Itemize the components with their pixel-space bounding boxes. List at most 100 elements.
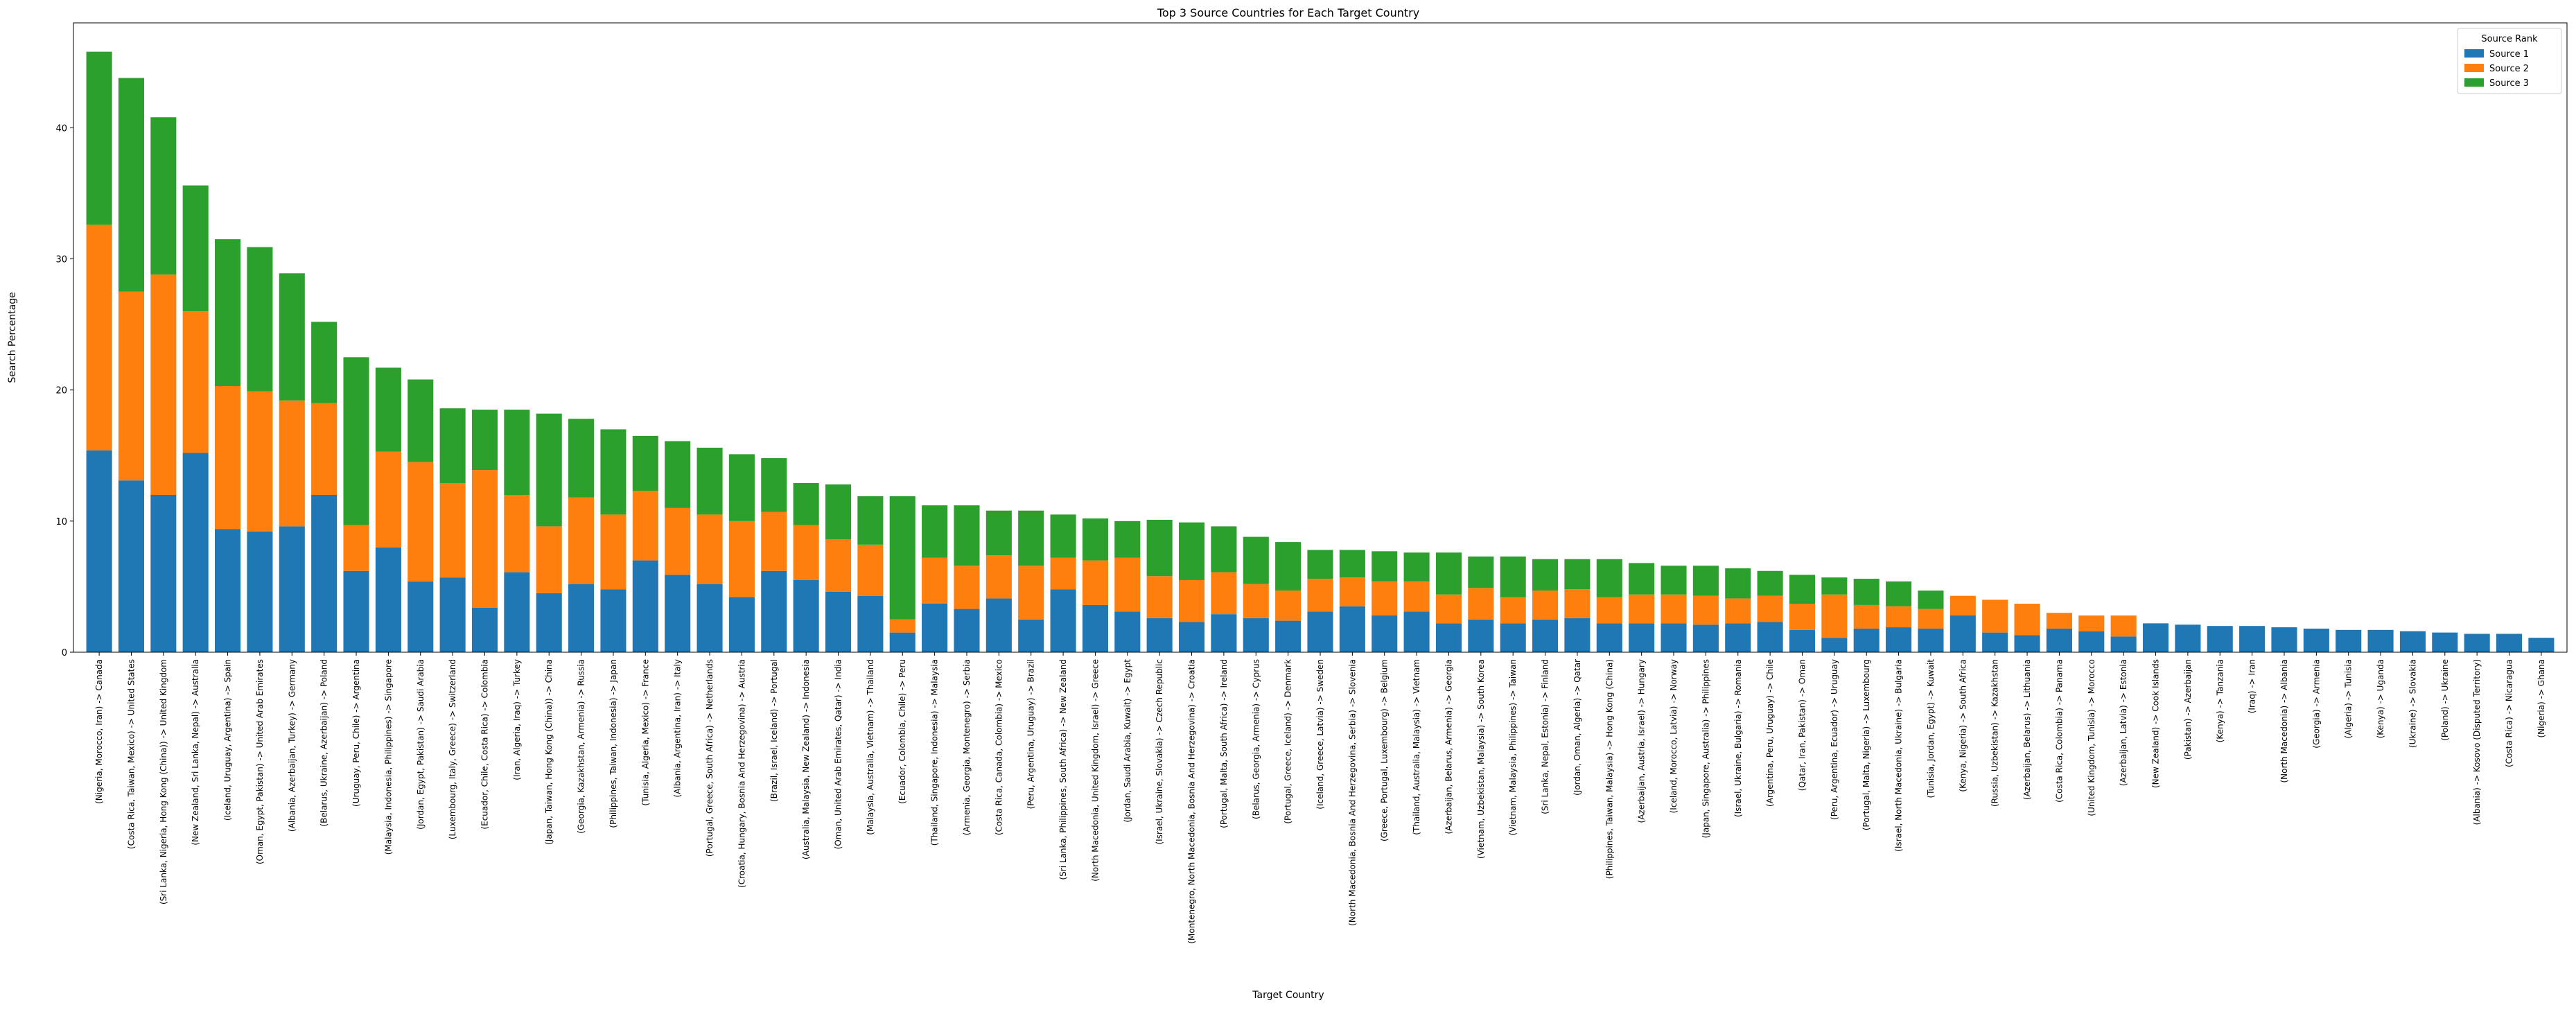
x-tick-label: (Philippines, Taiwan, Malaysia) -> Hong … <box>1604 659 1614 879</box>
bar-segment-source-1 <box>2239 626 2266 652</box>
x-tick-label: (Tunisia, Algeria, Mexico) -> France <box>640 659 650 806</box>
x-tick-label: (North Macedonia, Bosnia And Herzegovina… <box>1347 659 1357 926</box>
x-tick-label: (Israel, Ukraine, Slovakia) -> Czech Rep… <box>1155 659 1164 845</box>
bar-segment-source-3 <box>1018 510 1044 566</box>
bar-segment-source-1 <box>1211 614 1237 652</box>
bar-segment-source-1 <box>793 579 819 652</box>
x-tick-label: (United Kingdom, Tunisia) -> Morocco <box>2087 659 2096 816</box>
x-tick-label: (Vietnam, Uzbekistan, Malaysia) -> South… <box>1476 659 1486 859</box>
bar-segment-source-1 <box>2336 629 2362 652</box>
bar-segment-source-2 <box>1500 597 1526 624</box>
y-axis-label: Search Percentage <box>7 292 18 383</box>
bar-segment-source-2 <box>2110 615 2137 637</box>
bar-segment-source-3 <box>1403 552 1430 582</box>
bar-segment-source-1 <box>1564 618 1591 652</box>
bar-segment-source-2 <box>1243 584 1269 618</box>
bar-segment-source-3 <box>1692 566 1719 596</box>
x-tick-label: (North Macedonia, United Kingdom, Israel… <box>1090 659 1100 882</box>
x-tick-label: (Iran, Algeria, Iraq) -> Turkey <box>512 659 522 780</box>
bar-segment-source-2 <box>889 619 915 633</box>
bar-segment-source-1 <box>1629 623 1655 652</box>
bar-segment-source-1 <box>1949 615 1976 652</box>
bar-segment-source-3 <box>1307 550 1333 579</box>
bar-segment-source-1 <box>985 598 1012 652</box>
x-tick-label: (Argentina, Peru, Uruguay) -> Chile <box>1765 659 1775 807</box>
x-tick-label: (Kenya) -> Uganda <box>2376 659 2385 738</box>
bar-segment-source-2 <box>1629 594 1655 624</box>
bar-segment-source-2 <box>1918 609 1944 629</box>
bar-segment-source-3 <box>632 435 658 491</box>
x-tick-label: (Portugal, Malta, South Africa) -> Irela… <box>1219 659 1229 828</box>
bar-segment-source-2 <box>1789 604 1816 630</box>
bar-segment-source-1 <box>1243 618 1269 652</box>
bar-segment-source-3 <box>439 408 466 483</box>
legend-swatch-source-3 <box>2464 78 2484 87</box>
bar-segment-source-2 <box>1821 594 1848 638</box>
bar-segment-source-1 <box>408 581 434 652</box>
bar-segment-source-2 <box>954 566 980 609</box>
x-tick-label: (Ukraine) -> Slovakia <box>2408 659 2417 748</box>
x-tick-label: (Algeria) -> Tunisia <box>2344 659 2354 739</box>
bar-segment-source-1 <box>2303 628 2329 652</box>
bar-segment-source-3 <box>1532 559 1559 591</box>
bar-segment-source-1 <box>696 584 723 652</box>
bar-segment-source-1 <box>247 531 273 652</box>
bar-segment-source-3 <box>1339 550 1365 578</box>
bar-segment-source-1 <box>439 577 466 652</box>
x-tick-label: (Peru, Argentina, Ecuador) -> Uruguay <box>1830 659 1839 820</box>
bar-segment-source-3 <box>761 458 787 512</box>
bar-segment-source-1 <box>568 584 595 652</box>
bar-segment-source-2 <box>1146 576 1173 618</box>
bar-segment-source-2 <box>1757 595 1783 622</box>
bar-segment-source-2 <box>343 525 369 571</box>
bar-segment-source-3 <box>889 496 915 620</box>
x-tick-label: (Costa Rica) -> Nicaragua <box>2505 659 2514 767</box>
x-tick-label: (Uruguay, Peru, Chile) -> Argentina <box>351 659 361 807</box>
x-tick-label: (Ecuador, Chile, Costa Rica) -> Colombia <box>480 659 489 830</box>
bar-segment-source-1 <box>632 560 658 652</box>
bar-segment-source-2 <box>215 385 241 530</box>
bar-segment-source-3 <box>118 78 144 292</box>
x-tick-label: (Azerbaijan, Belarus) -> Lithuania <box>2022 659 2032 800</box>
legend-label-source-3: Source 3 <box>2489 78 2529 89</box>
x-tick-label: (Kenya, Nigeria) -> South Africa <box>1958 659 1968 792</box>
bar-segment-source-1 <box>1339 606 1365 652</box>
bar-segment-source-3 <box>728 454 755 521</box>
y-tick-label: 30 <box>55 255 67 265</box>
bar-segment-source-3 <box>1757 570 1783 596</box>
bar-segment-source-2 <box>439 482 466 578</box>
bar-segment-source-3 <box>375 367 401 452</box>
bar-segment-source-2 <box>1886 606 1912 628</box>
bar-segment-source-3 <box>1500 556 1526 597</box>
bar-segment-source-1 <box>504 572 530 652</box>
x-tick-label: (Azerbaijan, Belarus, Armenia) -> Georgi… <box>1444 659 1453 834</box>
x-tick-label: (North Macedonia) -> Albania <box>2279 659 2289 783</box>
bar-segment-source-2 <box>600 514 627 590</box>
bar-segment-source-1 <box>2271 627 2297 652</box>
x-tick-label: (Portugal, Greece, Iceland) -> Denmark <box>1283 659 1293 824</box>
bar-segment-source-2 <box>1564 589 1591 618</box>
bar-segment-source-1 <box>2207 626 2233 652</box>
x-tick-label: (Albania, Azerbaijan, Turkey) -> Germany <box>287 659 297 832</box>
bar-segment-source-3 <box>1178 522 1205 580</box>
bar-segment-source-1 <box>1146 618 1173 652</box>
bar-segment-source-3 <box>279 273 305 401</box>
bar-segment-source-1 <box>2367 629 2394 652</box>
x-tick-label: (Luxembourg, Italy, Greece) -> Switzerla… <box>448 659 457 839</box>
bar-segment-source-2 <box>471 470 498 608</box>
x-tick-label: (Brazil, Israel, Iceland) -> Portugal <box>769 659 779 802</box>
bar-segment-source-1 <box>2175 624 2201 652</box>
x-tick-label: (Portugal, Malta, Nigeria) -> Luxembourg <box>1861 659 1871 830</box>
bar-segment-source-3 <box>536 413 562 527</box>
x-tick-label: (Belarus, Georgia, Armenia) -> Cyprus <box>1251 659 1261 819</box>
x-tick-label: (New Zealand) -> Cook Islands <box>2151 659 2161 788</box>
bar-segment-source-3 <box>1886 581 1912 606</box>
x-tick-label: (Iceland, Uruguay, Argentina) -> Spain <box>223 659 233 821</box>
bar-segment-source-1 <box>728 597 755 652</box>
bar-segment-source-3 <box>1114 521 1141 558</box>
bar-segment-source-2 <box>1178 579 1205 622</box>
bar-segment-source-1 <box>343 570 369 652</box>
x-tick-label: (Jordan, Egypt, Pakistan) -> Saudi Arabi… <box>416 659 426 830</box>
x-tick-label: (Portugal, Greece, South Africa) -> Neth… <box>705 659 715 857</box>
bar-segment-source-3 <box>182 185 209 312</box>
